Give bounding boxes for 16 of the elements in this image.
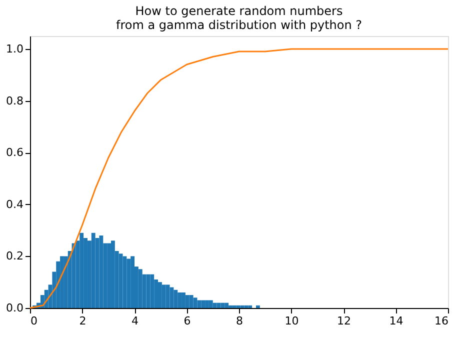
x-tick-label: 12 bbox=[337, 314, 351, 328]
x-tick-label: 4 bbox=[132, 314, 138, 328]
y-tick-label: 0.2 bbox=[6, 250, 24, 263]
x-tick-label: 10 bbox=[284, 314, 299, 328]
y-tick-label: 0.8 bbox=[6, 94, 24, 108]
chart-title: How to generate random numbers from a gamma distribution with python ? bbox=[116, 4, 362, 32]
x-tick-label: 0 bbox=[30, 314, 38, 328]
x-tick-label: 14 bbox=[389, 314, 404, 328]
x-tick-label: 6 bbox=[184, 314, 191, 328]
y-tick-label: 1.0 bbox=[6, 42, 24, 56]
y-tick-label: 0.0 bbox=[6, 302, 24, 314]
y-tick-label: 0.6 bbox=[6, 146, 24, 160]
x-tick-label: 16 bbox=[434, 314, 448, 328]
x-tick-label: 8 bbox=[236, 314, 243, 328]
x-tick-label: 2 bbox=[79, 314, 86, 328]
y-tick-label: 0.4 bbox=[6, 198, 24, 211]
